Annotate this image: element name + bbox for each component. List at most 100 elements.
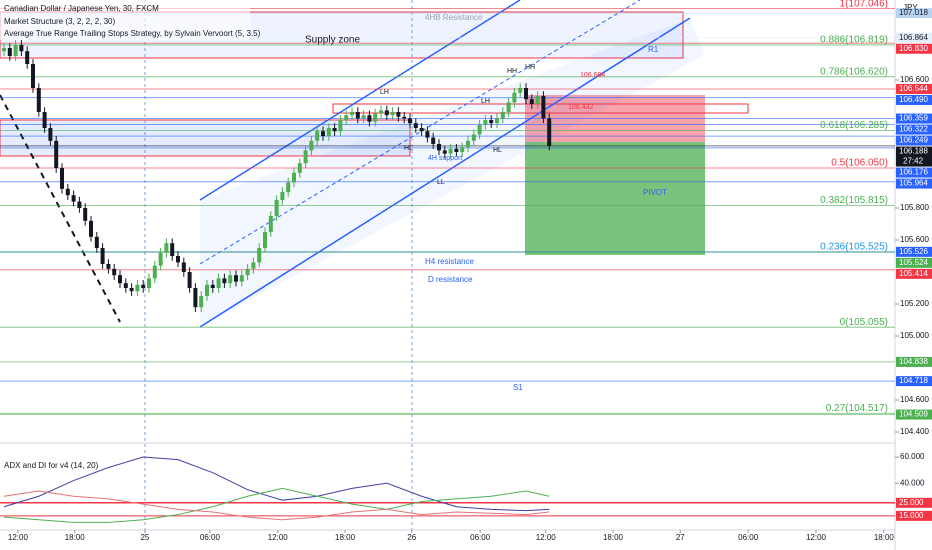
fib-label: 0(105.055) [840, 317, 888, 328]
price-label-box [896, 409, 932, 420]
candle-body [431, 137, 436, 144]
candle-body [361, 115, 366, 119]
candle-body [274, 200, 279, 216]
candle-body [31, 64, 36, 88]
fib-label: 0.5(106.050) [831, 158, 888, 169]
candle-body [147, 278, 152, 288]
price-label-box [896, 8, 932, 19]
candle-body [477, 124, 482, 135]
price-label: 15.000 [899, 511, 924, 520]
trend-line [0, 94, 121, 323]
x-tick-label: 18:00 [603, 533, 624, 542]
candle-body [164, 243, 169, 253]
candle-body [367, 115, 372, 122]
price-label: 106.188 [899, 147, 928, 156]
candle-body [2, 48, 7, 52]
candle-body [268, 216, 273, 232]
price-label: 105.526 [899, 247, 928, 256]
price-label: 104.838 [899, 357, 928, 366]
candle-body [448, 148, 453, 154]
annotation: 4H support [428, 155, 462, 162]
price-label-box [896, 376, 932, 387]
candle-body [489, 120, 494, 124]
fib-label: 1(107.046) [840, 0, 888, 9]
candle-body [60, 168, 65, 189]
price-label: 106.359 [899, 114, 928, 123]
candle-body [454, 148, 459, 152]
candle-body [524, 88, 529, 100]
candle-body [321, 131, 326, 136]
candle-body [129, 288, 134, 292]
candle-body [112, 268, 117, 276]
y-tick-label: 40.000 [900, 478, 925, 487]
price-label: 106.544 [899, 84, 928, 93]
candle-body [205, 284, 210, 296]
countdown: 27:42 [903, 157, 924, 166]
candle-body [413, 123, 418, 128]
candle-body [222, 278, 227, 284]
annotation: LH [481, 98, 490, 105]
chart-title: Canadian Dollar / Japanese Yen, 30, FXCM [4, 4, 159, 13]
candle-body [199, 296, 204, 308]
channel-fill [200, 18, 705, 327]
annotation: R1 [648, 45, 659, 54]
indicator-line [3, 490, 550, 521]
currency: JPY [903, 3, 918, 12]
price-label: 106.322 [899, 125, 928, 134]
candle-body [7, 48, 12, 56]
x-tick-label: 18:00 [65, 533, 86, 542]
price-label: 25.000 [899, 498, 924, 507]
x-tick-label: 26 [407, 533, 416, 542]
candle-body [228, 275, 233, 284]
x-tick-label: 12:00 [8, 533, 29, 542]
price-label-box [896, 146, 932, 167]
price-label-box [896, 268, 932, 279]
candle-body [158, 252, 163, 266]
candle-body [442, 150, 447, 154]
candle-body [379, 110, 384, 114]
candle-body [83, 208, 88, 221]
candle-body [466, 140, 471, 148]
candle-body [350, 112, 355, 116]
candle-body [71, 195, 76, 202]
candle-body [123, 283, 128, 288]
price-label-box [896, 32, 932, 43]
candle-body [239, 275, 244, 282]
candle-body [245, 268, 250, 276]
fib-label: 0.236(105.525) [820, 242, 888, 253]
candle-body [118, 275, 123, 284]
candle-body [315, 131, 320, 141]
candle-body [495, 118, 500, 124]
fib-label: 0.618(106.285) [820, 120, 888, 131]
candle-body [210, 284, 215, 288]
price-label-box [896, 246, 932, 257]
candle-body [292, 172, 297, 183]
annotation: HL [493, 147, 502, 154]
price-label-box [896, 167, 932, 178]
x-tick-label: 06:00 [470, 533, 491, 542]
price-label: 106.830 [899, 44, 928, 53]
candle-body [48, 128, 53, 141]
price-label-box [896, 178, 932, 189]
candle-body [54, 140, 59, 168]
channel-line [199, 0, 521, 201]
candle-body [106, 264, 111, 269]
candle-body [77, 201, 82, 208]
indicator-pane: 60.000 40.000 25.000 15.000 [0, 452, 932, 523]
candle-body [500, 112, 505, 119]
candle-body [460, 147, 465, 152]
candle-body [251, 262, 256, 269]
x-tick-label: 12:00 [536, 533, 557, 542]
price-label-box [896, 83, 932, 94]
fib-label: 0.27(104.517) [826, 403, 888, 414]
candle-body [65, 188, 70, 196]
indicator-name: Average True Range Trailing Stops Strate… [4, 29, 261, 38]
candle-body [263, 232, 268, 248]
y-tick-label: 60.000 [900, 452, 925, 461]
candle-body [89, 220, 94, 237]
candle-body [303, 150, 308, 164]
annotation: 106.432 [568, 104, 593, 111]
candle-body [402, 116, 407, 119]
price-label-box [896, 124, 932, 135]
